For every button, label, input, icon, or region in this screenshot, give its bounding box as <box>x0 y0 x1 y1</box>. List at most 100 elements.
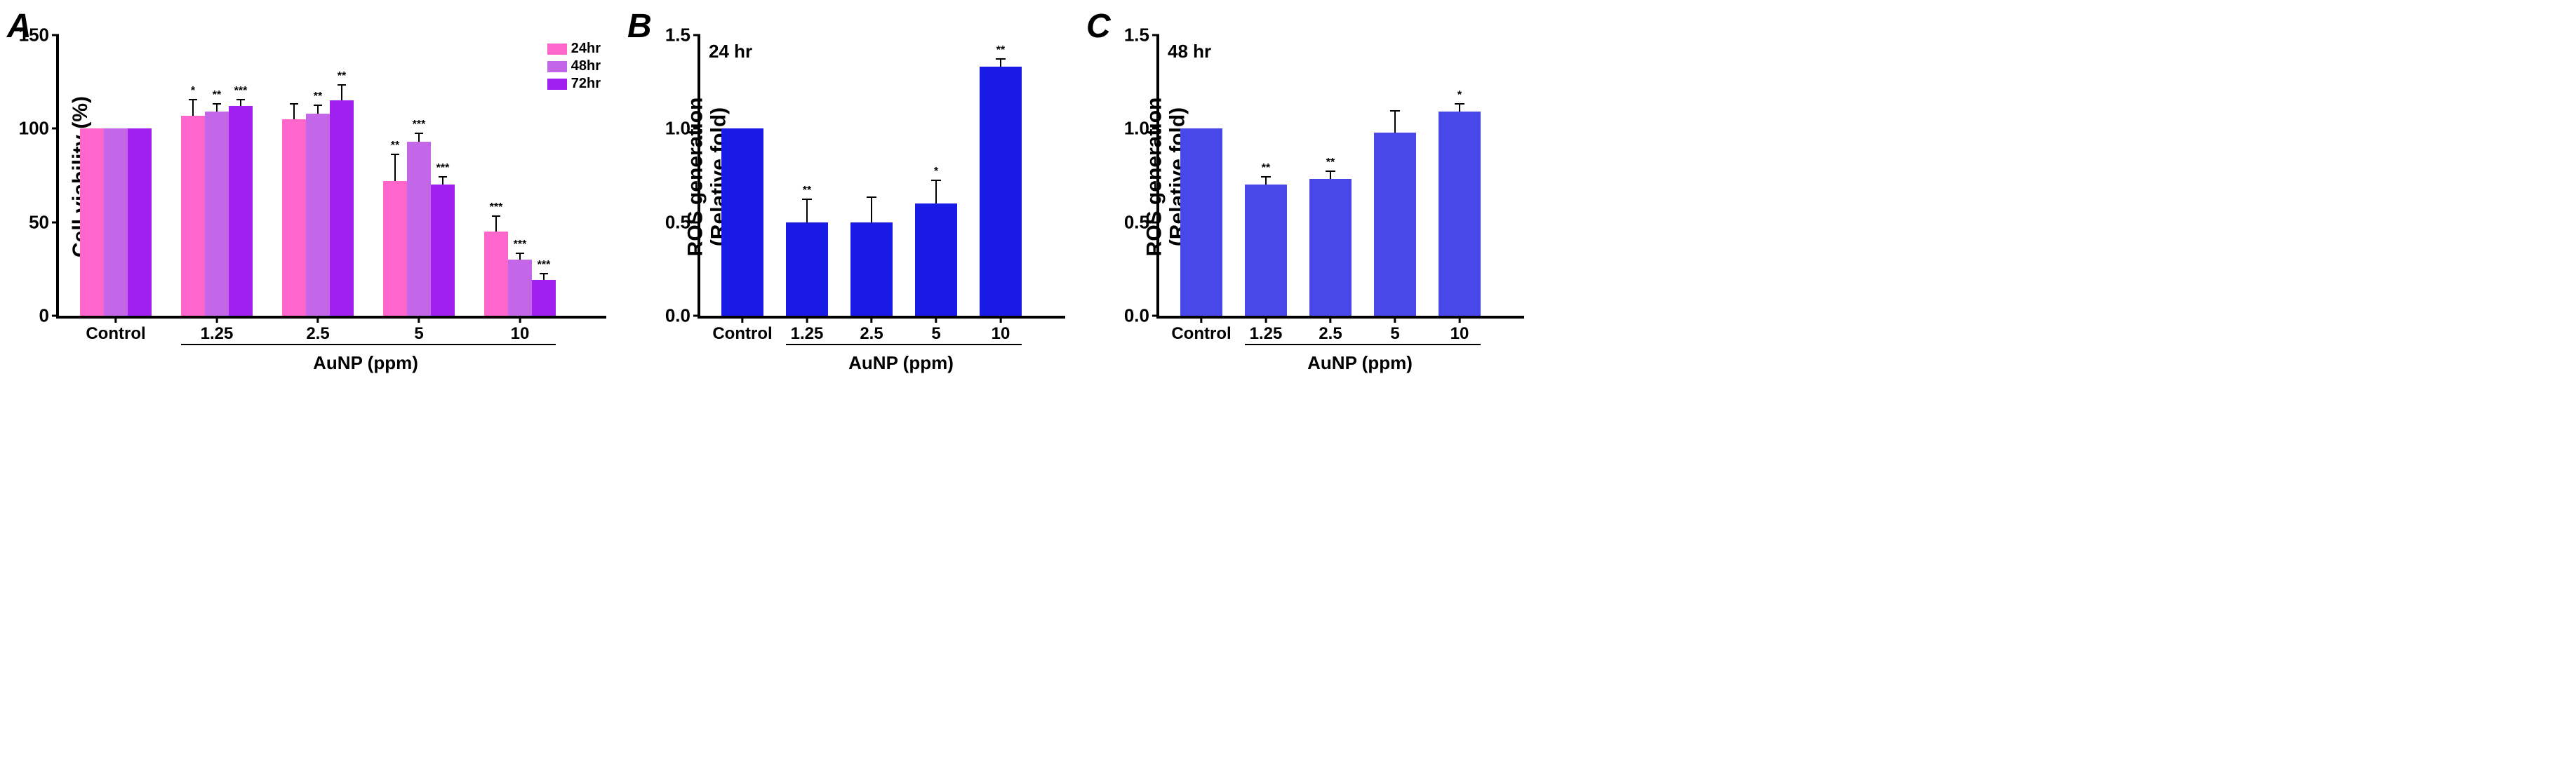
error-cap <box>1261 176 1271 178</box>
panel-b-xlabel: AuNP (ppm) <box>848 352 954 374</box>
panel-a-xtick: 10 <box>511 316 530 344</box>
error-bar <box>192 100 194 115</box>
panel-b-ytick: 1.5 <box>665 25 700 46</box>
panel-a-legend: 24hr48hr72hr <box>547 41 601 93</box>
panel-a-xtick-label: 5 <box>414 324 423 344</box>
panel-b-chart-wrap: ROS generation (Relative fold) 0.00.51.0… <box>698 35 1065 319</box>
panel-c-chart-wrap: ROS generation (Relative fold) 0.00.51.0… <box>1156 35 1524 319</box>
panel-a-ytick-label: 150 <box>19 25 49 46</box>
panel-b-xtick-label: 5 <box>931 324 940 344</box>
significance-marker: *** <box>490 201 503 214</box>
panel-a-ytick: 0 <box>39 305 59 327</box>
significance-marker: *** <box>538 259 551 272</box>
panel-a-bar <box>407 142 431 316</box>
panel-a-ytick-label: 100 <box>19 118 49 140</box>
panel-c: C ROS generation (Relative fold) 0.00.51… <box>1093 14 1524 319</box>
significance-marker: ** <box>1262 162 1270 175</box>
panel-b-xtick: Control <box>712 316 772 344</box>
panel-a: A Cell viability (%) 050100150**********… <box>14 14 606 319</box>
panel-b-bar <box>786 222 828 316</box>
panel-a-bar <box>181 116 205 316</box>
error-cap <box>540 273 548 274</box>
x-bracket <box>181 344 556 345</box>
panel-a-chart: 050100150***************************Cont… <box>56 35 606 319</box>
panel-a-bar <box>532 280 556 316</box>
panel-b-bar <box>915 203 957 316</box>
panel-a-bar <box>282 119 306 316</box>
panel-c-ytick: 1.0 <box>1124 118 1159 140</box>
panel-b-ytick-label: 1.5 <box>665 25 690 46</box>
panel-c-label: C <box>1086 7 1111 46</box>
tick-mark <box>317 316 319 323</box>
tick-mark <box>52 34 59 36</box>
error-cap <box>516 253 524 254</box>
tick-mark <box>871 316 873 323</box>
panel-a-xtick-label: Control <box>86 324 145 344</box>
panel-a-bar <box>205 112 229 316</box>
error-cap <box>802 199 812 200</box>
tick-mark <box>52 128 59 130</box>
panel-b-xtick: 1.25 <box>791 316 824 344</box>
panel-b-ytick: 0.0 <box>665 305 700 327</box>
panel-b-inset-label: 24 hr <box>709 41 752 62</box>
tick-mark <box>1394 316 1396 323</box>
error-bar <box>519 254 521 260</box>
legend-row: 72hr <box>547 76 601 92</box>
significance-marker: ** <box>1326 156 1335 169</box>
error-cap <box>236 99 245 100</box>
error-bar <box>871 198 872 222</box>
error-cap <box>492 215 500 217</box>
error-cap <box>439 176 447 178</box>
tick-mark <box>1152 34 1159 36</box>
panel-b: B ROS generation (Relative fold) 0.00.51… <box>634 14 1065 319</box>
error-cap <box>1326 171 1335 172</box>
error-cap <box>1455 103 1464 105</box>
significance-marker: * <box>1457 89 1462 102</box>
panel-c-xtick: 10 <box>1450 316 1469 344</box>
error-cap <box>314 105 322 106</box>
panel-b-xtick: 10 <box>992 316 1010 344</box>
tick-mark <box>693 128 700 130</box>
error-cap <box>189 99 197 100</box>
panel-c-xtick: 5 <box>1390 316 1399 344</box>
panel-c-ytick: 0.5 <box>1124 211 1159 233</box>
panel-c-xtick: 2.5 <box>1319 316 1342 344</box>
error-bar <box>1000 60 1001 67</box>
panel-c-ytick: 0.0 <box>1124 305 1159 327</box>
panel-c-xtick: 1.25 <box>1250 316 1283 344</box>
legend-row: 24hr <box>547 41 601 57</box>
panel-c-ytick-label: 1.0 <box>1124 118 1149 140</box>
error-bar <box>317 106 319 114</box>
tick-mark <box>693 34 700 36</box>
significance-marker: ** <box>213 89 221 102</box>
panel-a-bar <box>229 106 253 316</box>
panel-b-xtick-label: Control <box>712 324 772 344</box>
significance-marker: *** <box>514 239 527 251</box>
panel-c-xtick-label: Control <box>1171 324 1231 344</box>
significance-marker: ** <box>314 91 322 103</box>
error-cap <box>996 58 1006 60</box>
panel-a-ytick-label: 0 <box>39 305 49 327</box>
error-bar <box>418 134 420 142</box>
panel-b-xtick-label: 10 <box>992 324 1010 344</box>
panel-c-ytick-label: 0.0 <box>1124 305 1149 327</box>
panel-c-bar <box>1180 128 1222 316</box>
tick-mark <box>693 315 700 317</box>
significance-marker: ** <box>338 70 346 83</box>
tick-mark <box>519 316 521 323</box>
panel-b-bar <box>721 128 763 316</box>
tick-mark <box>115 316 117 323</box>
panel-c-bar <box>1245 185 1287 316</box>
panel-c-chart: 0.00.51.01.5*****Control1.252.551048 hr <box>1156 35 1524 319</box>
error-cap <box>338 84 346 86</box>
significance-marker: ** <box>391 140 399 152</box>
tick-mark <box>52 315 59 317</box>
panel-a-xtick: Control <box>86 316 145 344</box>
panel-c-ytick-label: 0.5 <box>1124 211 1149 233</box>
panel-c-ytick: 1.5 <box>1124 25 1159 46</box>
panel-b-xtick: 2.5 <box>860 316 883 344</box>
error-cap <box>213 103 221 105</box>
panel-c-xtick-label: 5 <box>1390 324 1399 344</box>
legend-swatch <box>547 79 567 90</box>
error-bar <box>543 274 545 280</box>
